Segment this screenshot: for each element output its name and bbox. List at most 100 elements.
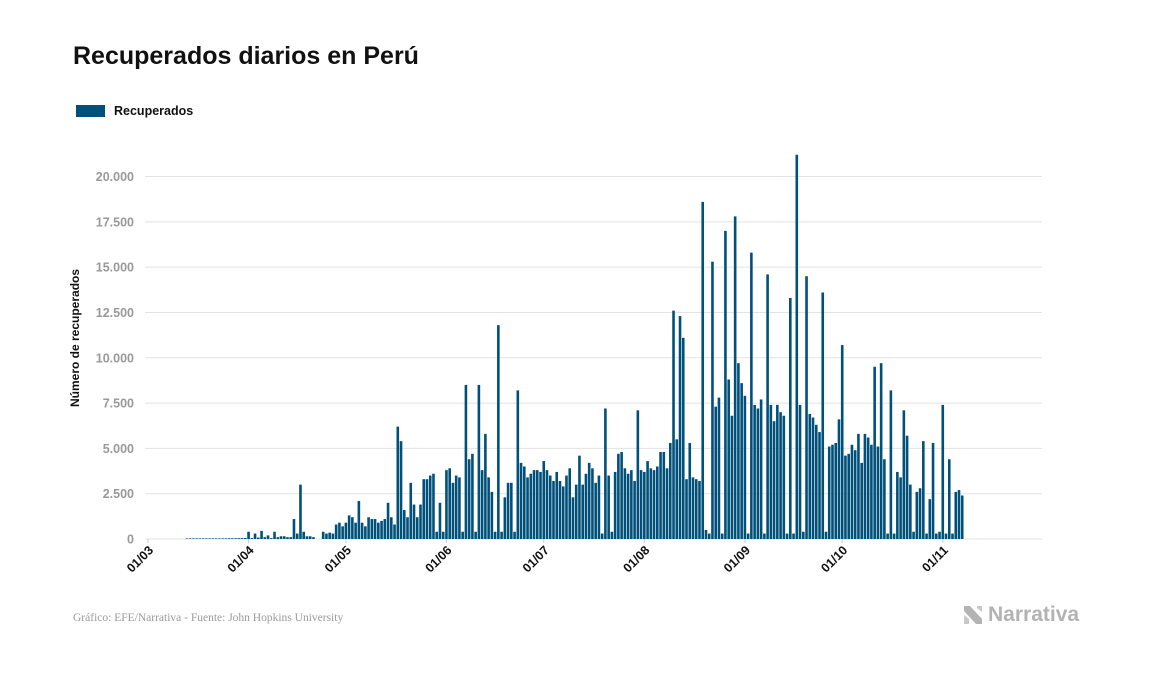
- bar: [620, 452, 623, 539]
- bar: [497, 325, 500, 539]
- bar: [227, 538, 231, 539]
- bar: [805, 276, 808, 539]
- bar: [613, 471, 617, 539]
- bar: [915, 491, 919, 540]
- bar: [944, 533, 948, 539]
- x-tick-label: 01/10: [818, 543, 850, 575]
- bar: [581, 484, 584, 539]
- bar: [931, 442, 935, 539]
- bar: [879, 363, 883, 539]
- bar: [779, 412, 782, 539]
- bar: [289, 537, 293, 539]
- x-tick-label: 01/04: [225, 543, 257, 575]
- bar: [276, 537, 280, 539]
- bar: [205, 538, 208, 539]
- bar: [604, 408, 607, 539]
- bar: [244, 538, 247, 539]
- bar: [448, 468, 451, 539]
- bar: [493, 531, 497, 539]
- bar: [221, 538, 224, 539]
- bar: [850, 444, 854, 539]
- bar: [390, 517, 393, 539]
- bar: [889, 390, 893, 540]
- bar: [542, 461, 546, 539]
- bar: [922, 441, 925, 540]
- bar: [902, 410, 906, 539]
- bar: [649, 468, 653, 539]
- bar: [240, 538, 244, 539]
- bar: [743, 395, 747, 539]
- y-tick-label: 12.500: [96, 306, 134, 320]
- bar: [798, 404, 802, 540]
- bar: [957, 490, 961, 539]
- bar: [218, 538, 221, 539]
- bar: [707, 533, 711, 539]
- bar: [192, 538, 195, 539]
- bar: [406, 517, 409, 539]
- bar: [691, 477, 695, 539]
- bar: [299, 484, 302, 539]
- bar: [678, 316, 682, 539]
- bar: [286, 537, 289, 539]
- bar: [737, 363, 740, 539]
- bar: [795, 154, 799, 539]
- bar: [257, 537, 260, 539]
- bar: [438, 502, 442, 539]
- bar: [402, 510, 406, 539]
- bar: [341, 526, 344, 539]
- bar: [960, 495, 964, 539]
- bar: [883, 459, 886, 539]
- x-tick-label: 01/09: [721, 543, 753, 575]
- bar: [685, 479, 688, 539]
- bar: [831, 444, 834, 539]
- bar: [519, 462, 523, 540]
- bar: [639, 470, 643, 540]
- bar: [480, 470, 484, 540]
- bar: [789, 297, 792, 539]
- bar: [302, 531, 306, 539]
- bar: [396, 426, 400, 539]
- bar: [630, 470, 633, 540]
- bar: [195, 538, 198, 539]
- bar: [704, 529, 708, 539]
- bar: [633, 481, 636, 539]
- bar: [701, 201, 705, 540]
- bar: [565, 475, 568, 539]
- bar: [409, 482, 413, 539]
- bar: [814, 424, 818, 539]
- bar: [840, 345, 844, 539]
- bar: [643, 471, 646, 539]
- bar: [659, 452, 662, 539]
- bar: [347, 515, 351, 539]
- bar: [954, 491, 958, 540]
- legend: Recuperados: [76, 104, 193, 118]
- bar: [587, 462, 591, 540]
- bar: [899, 477, 902, 539]
- bar: [415, 517, 419, 539]
- bar: [471, 453, 474, 539]
- y-tick-labels: 0 2.500 5.000 7.500 10.000 12.500 15.000 17.500…: [96, 170, 134, 547]
- bar: [535, 470, 539, 540]
- bar: [198, 538, 202, 539]
- bar: [636, 410, 640, 539]
- bar: [941, 404, 945, 540]
- bar: [370, 519, 374, 539]
- bar: [662, 452, 666, 539]
- bar: [555, 471, 559, 539]
- x-tick-label: 01/11: [919, 543, 951, 575]
- bar: [740, 383, 743, 540]
- bar: [782, 415, 786, 539]
- legend-swatch: [76, 105, 105, 117]
- bar: [847, 453, 850, 539]
- x-tick-label: 01/03: [124, 543, 156, 575]
- bar: [558, 481, 562, 539]
- bar: [234, 538, 237, 539]
- bar: [425, 479, 429, 539]
- bar: [490, 491, 494, 540]
- bar: [801, 531, 805, 539]
- bar: [344, 522, 348, 539]
- bar: [224, 538, 228, 539]
- bar: [951, 533, 954, 539]
- bar: [548, 475, 552, 539]
